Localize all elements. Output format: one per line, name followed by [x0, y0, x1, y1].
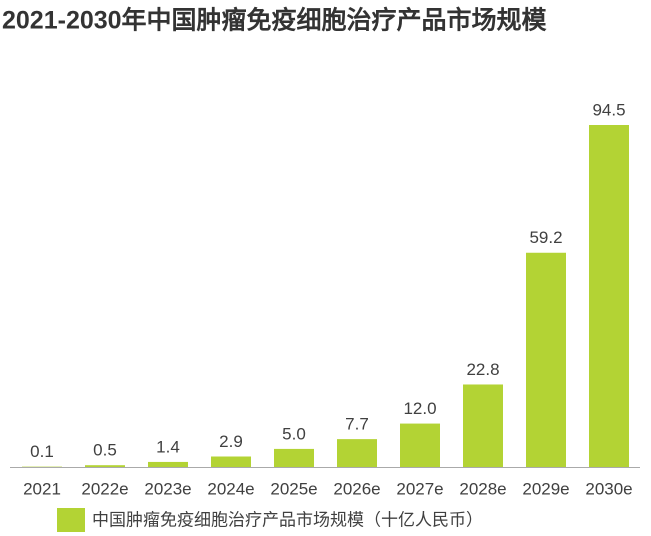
value-label: 94.5 — [592, 100, 625, 119]
value-label: 59.2 — [529, 228, 562, 247]
bar — [400, 423, 440, 467]
x-tick-label: 2022e — [81, 479, 128, 498]
x-tick-label: 2028e — [459, 479, 506, 498]
value-label: 12.0 — [403, 399, 436, 418]
bar — [463, 384, 503, 467]
value-label: 22.8 — [466, 360, 499, 379]
x-tick-label: 2029e — [522, 479, 569, 498]
value-label: 5.0 — [282, 424, 306, 443]
x-tick-label: 2021 — [23, 479, 61, 498]
bar — [589, 125, 629, 467]
x-tick-label: 2023e — [144, 479, 191, 498]
bar — [85, 465, 125, 467]
value-label: 0.5 — [93, 441, 117, 460]
value-label: 1.4 — [156, 437, 180, 456]
bar — [148, 461, 188, 467]
bar — [274, 448, 314, 467]
x-tick-label: 2030e — [585, 479, 632, 498]
value-label: 0.1 — [30, 442, 54, 461]
value-label: 2.9 — [219, 432, 243, 451]
bar — [211, 456, 251, 467]
x-tick-label: 2025e — [270, 479, 317, 498]
value-label: 7.7 — [345, 415, 369, 434]
legend-label: 中国肿瘤免疫细胞治疗产品市场规模（十亿人民币） — [92, 510, 483, 529]
chart-title: 2021-2030年中国肿瘤免疫细胞治疗产品市场规模 — [2, 6, 548, 35]
x-tick-label: 2024e — [207, 479, 254, 498]
legend-swatch — [57, 508, 85, 532]
x-tick-label: 2027e — [396, 479, 443, 498]
bar — [337, 439, 377, 467]
x-tick-label: 2026e — [333, 479, 380, 498]
bar — [526, 252, 566, 467]
